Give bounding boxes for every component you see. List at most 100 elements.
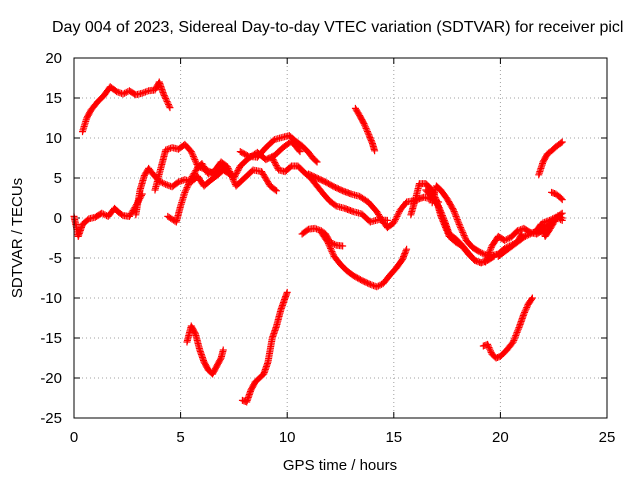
data-point (523, 304, 531, 312)
data-point (235, 165, 243, 173)
y-tick-label: 10 (45, 130, 62, 147)
data-point (455, 220, 463, 228)
data-point (438, 212, 446, 220)
data-point (460, 232, 468, 240)
chart-title: Day 004 of 2023, Sidereal Day-to-day VTE… (52, 19, 623, 36)
data-point (515, 324, 523, 332)
data-point (398, 256, 406, 264)
data-point (190, 154, 198, 162)
data-point (191, 156, 199, 164)
data-point (365, 132, 373, 140)
y-tick-label: 0 (54, 210, 62, 227)
data-point (192, 159, 200, 167)
data-point (449, 206, 457, 214)
x-tick-label: 15 (385, 429, 402, 446)
data-point (361, 121, 369, 129)
data-point (367, 135, 375, 143)
series-arc-13 (422, 186, 485, 267)
y-tick-label: -25 (40, 410, 62, 427)
series-arc-2 (79, 78, 174, 136)
data-point (450, 208, 458, 216)
data-point (436, 205, 444, 213)
data-point (514, 327, 522, 335)
data-point (485, 250, 493, 258)
data-point (453, 214, 461, 222)
data-point (391, 217, 399, 225)
data-point (457, 225, 465, 233)
series-arc-5 (164, 158, 281, 226)
data-point (271, 186, 279, 194)
y-tick-label: -5 (49, 250, 62, 267)
data-point (545, 216, 553, 224)
data-point (182, 187, 190, 195)
data-point (558, 214, 566, 222)
data-point (394, 211, 402, 219)
data-point (487, 244, 495, 252)
data-point (98, 209, 106, 217)
series-arc-18 (535, 138, 566, 179)
data-point (521, 307, 529, 315)
data-point (391, 216, 399, 224)
data-point (521, 308, 529, 316)
series-arc-6 (236, 132, 321, 166)
data-point (184, 180, 192, 188)
data-point (486, 345, 494, 353)
data-point (452, 212, 460, 220)
y-tick-label: 20 (45, 50, 62, 67)
data-point (487, 245, 495, 253)
y-tick-label: -15 (40, 330, 62, 347)
data-point (228, 174, 236, 182)
data-point (339, 242, 347, 250)
data-point (557, 139, 565, 147)
data-point (511, 333, 519, 341)
series-arc-22 (479, 294, 536, 362)
series-arc-20 (183, 322, 227, 378)
data-point (522, 305, 530, 313)
data-point (165, 101, 173, 109)
data-point (484, 342, 492, 350)
data-point (510, 336, 518, 344)
data-point (229, 176, 237, 184)
data-point (485, 344, 493, 352)
data-point (454, 217, 462, 225)
data-point (455, 219, 463, 227)
data-point (99, 210, 107, 218)
y-tick-label: 15 (45, 90, 62, 107)
data-point (228, 172, 236, 180)
data-point (230, 177, 238, 185)
y-tick-label: -20 (40, 370, 62, 387)
data-point (160, 92, 168, 100)
data-point (483, 255, 491, 263)
data-point (185, 179, 193, 187)
data-point (401, 248, 409, 256)
data-point (325, 241, 333, 249)
y-tick-label: 5 (54, 170, 62, 187)
data-point (164, 99, 172, 107)
data-point (484, 340, 492, 348)
data-point (234, 167, 242, 174)
data-point (439, 213, 447, 221)
data-point (271, 160, 279, 168)
data-point (189, 151, 197, 159)
data-point (461, 233, 469, 241)
data-point (528, 229, 536, 237)
data-point (118, 211, 126, 219)
data-point (365, 131, 373, 139)
data-point (401, 250, 409, 258)
data-point (327, 246, 335, 254)
data-point (324, 240, 332, 248)
data-point (312, 157, 320, 165)
data-point (227, 171, 235, 179)
data-point (331, 240, 339, 248)
series-arc-19 (548, 188, 566, 204)
data-point (327, 244, 335, 252)
data-point (328, 248, 336, 256)
data-point (323, 237, 331, 245)
data-point (331, 201, 339, 209)
y-tick-label: -10 (40, 290, 62, 307)
data-point (438, 210, 446, 218)
data-point (313, 158, 321, 166)
axis-ticks: 0 5 10 15 20 25 -25 -20 -15 -10 -5 0 5 10 15 20 (40, 50, 615, 446)
data-point (558, 196, 566, 204)
data-point (478, 249, 486, 257)
